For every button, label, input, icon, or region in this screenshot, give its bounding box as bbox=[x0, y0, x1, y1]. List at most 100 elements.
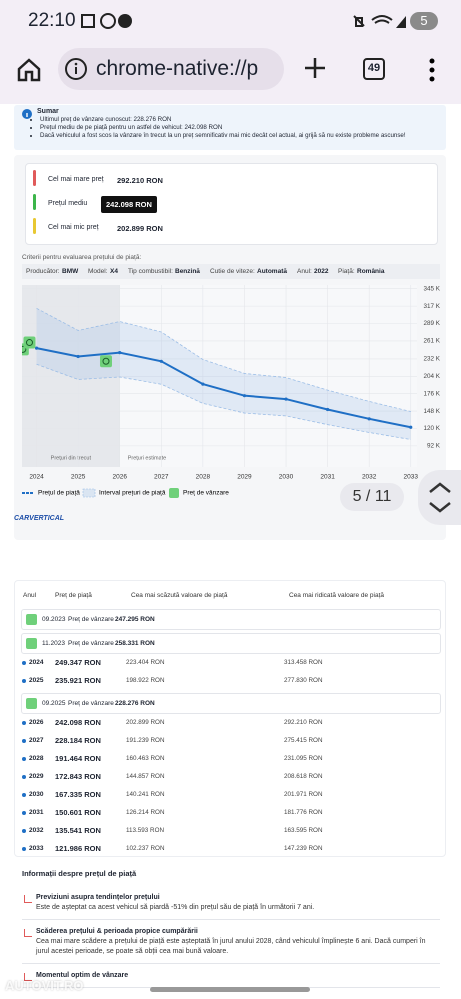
sale-price: 258.331 RON bbox=[115, 640, 155, 647]
info-icon bbox=[24, 895, 32, 903]
filter-label: Model: bbox=[88, 268, 108, 275]
criteria-title: Criterii pentru evaluarea prețului de pi… bbox=[22, 254, 142, 261]
info-item-title: Scăderea prețului & perioada propice cum… bbox=[36, 928, 198, 935]
market-price: 172.843 RON bbox=[55, 772, 101, 781]
y-tick-label: 148 K bbox=[424, 408, 440, 415]
high-price: 277.830 RON bbox=[284, 677, 323, 684]
high-price: 208.618 RON bbox=[284, 773, 323, 780]
year-dot bbox=[22, 679, 26, 683]
legend-swatch bbox=[169, 488, 179, 498]
menu[interactable] bbox=[429, 58, 435, 82]
price-value: 242.098 RON bbox=[101, 196, 157, 213]
band-edge bbox=[36, 307, 411, 412]
price-indicator bbox=[33, 218, 36, 234]
past-label: Prețuri din trecut bbox=[51, 455, 92, 461]
forecast-label: Prețuri estimate bbox=[128, 455, 167, 461]
legend-label: Prețul de piață bbox=[38, 490, 80, 497]
price-value: 292.210 RON bbox=[117, 176, 163, 185]
high-price: 147.239 RON bbox=[284, 845, 323, 852]
info-item-text: Este de așteptat ca acest vehicul să pia… bbox=[36, 904, 315, 911]
home-button[interactable] bbox=[16, 57, 42, 83]
high-price: 275.415 RON bbox=[284, 737, 323, 744]
sale-marker-icon bbox=[102, 357, 110, 365]
price-label: Cel mai mic preț bbox=[48, 224, 99, 231]
filter-label: Cutie de viteze: bbox=[210, 268, 255, 275]
sale-date: 09.2025 bbox=[42, 700, 66, 707]
past-region bbox=[22, 285, 120, 467]
y-tick-label: 317 K bbox=[424, 303, 440, 310]
tab-count[interactable]: 49 bbox=[363, 58, 385, 80]
filter-label: Producător: bbox=[26, 268, 60, 275]
sale-label: Preț de vânzare bbox=[68, 616, 114, 623]
filter-value: 2022 bbox=[314, 268, 329, 275]
market-price: 249.347 RON bbox=[55, 658, 101, 667]
high-price: 163.595 RON bbox=[284, 827, 323, 834]
table-header: Preț de piață bbox=[55, 592, 92, 599]
market-price: 135.541 RON bbox=[55, 826, 101, 835]
page-scroll[interactable] bbox=[418, 470, 461, 525]
price-point bbox=[242, 394, 247, 398]
filter-value: BMW bbox=[62, 268, 79, 275]
price-point bbox=[159, 359, 163, 363]
info-item: Previziuni asupra tendințelor prețului Es… bbox=[22, 888, 440, 920]
year: 2024 bbox=[29, 659, 44, 666]
price-point bbox=[326, 407, 330, 412]
low-price: 223.404 RON bbox=[126, 659, 165, 666]
sale-row: 11.2023 Preț de vânzare 258.331 RON bbox=[21, 633, 441, 654]
new-tab[interactable] bbox=[303, 56, 327, 80]
market-price: 228.184 RON bbox=[55, 736, 101, 745]
sale-price: 228.276 RON bbox=[115, 700, 155, 707]
year: 2027 bbox=[29, 737, 44, 744]
filter-value: Benzină bbox=[175, 268, 200, 275]
x-tick-label: 2024 bbox=[29, 474, 44, 481]
page-indicator: 5 / 11 bbox=[340, 483, 404, 511]
info-item-text: Cea mai mare scădere a prețului de piață… bbox=[36, 938, 426, 955]
band-edge bbox=[36, 363, 411, 440]
y-tick-label: 92 K bbox=[427, 443, 440, 450]
sale-marker-box bbox=[99, 355, 112, 368]
high-price: 292.210 RON bbox=[284, 719, 323, 726]
sale-marker bbox=[99, 355, 112, 368]
filter-value: România bbox=[357, 268, 385, 275]
price-point bbox=[118, 351, 122, 355]
year: 2030 bbox=[29, 791, 44, 798]
sale-label: Preț de vânzare bbox=[68, 640, 114, 647]
year-dot bbox=[22, 829, 26, 833]
x-tick-label: 2031 bbox=[320, 474, 335, 481]
info-item-title: Momentul optim de vânzare bbox=[36, 972, 129, 979]
high-price: 201.971 RON bbox=[284, 791, 323, 798]
battery: 5 bbox=[410, 12, 438, 30]
y-tick-label: 232 K bbox=[424, 356, 440, 363]
url-bar[interactable]: chrome-native://p bbox=[58, 48, 284, 90]
year: 2031 bbox=[29, 809, 44, 816]
price-point bbox=[409, 425, 413, 429]
low-price: 126.214 RON bbox=[126, 809, 165, 816]
sale-marker bbox=[23, 336, 36, 349]
year-dot bbox=[22, 847, 26, 851]
market-price: 121.986 RON bbox=[55, 844, 101, 853]
price-point bbox=[201, 382, 205, 386]
filter-label: Tip combustibil: bbox=[128, 268, 173, 275]
watermark: AUTOVIT.RO bbox=[5, 978, 84, 993]
sale-icon bbox=[26, 614, 37, 625]
low-price: 144.857 RON bbox=[126, 773, 165, 780]
filter-value: X4 bbox=[110, 268, 118, 275]
x-tick-label: 2026 bbox=[112, 474, 127, 481]
legend-label: Preț de vânzare bbox=[183, 490, 229, 497]
info-icon bbox=[24, 973, 32, 981]
sale-marker-box bbox=[23, 336, 36, 349]
low-price: 160.463 RON bbox=[126, 755, 165, 762]
summary-title: Sumar bbox=[37, 108, 59, 115]
year-dot bbox=[22, 811, 26, 815]
low-price: 102.237 RON bbox=[126, 845, 165, 852]
low-price: 191.239 RON bbox=[126, 737, 165, 744]
filter-label: Anul: bbox=[297, 268, 312, 275]
y-tick-label: 120 K bbox=[424, 425, 440, 432]
table-header: Cea mai scăzută valoare de piață bbox=[131, 592, 228, 599]
info-item: Scăderea prețului & perioada propice cum… bbox=[22, 922, 440, 964]
year-dot bbox=[22, 661, 26, 665]
year: 2033 bbox=[29, 845, 44, 852]
table-header: Cea mai ridicată valoare de piață bbox=[289, 592, 385, 599]
legend-label: Interval prețuri de piață bbox=[99, 490, 166, 497]
low-price: 113.593 RON bbox=[126, 827, 165, 834]
